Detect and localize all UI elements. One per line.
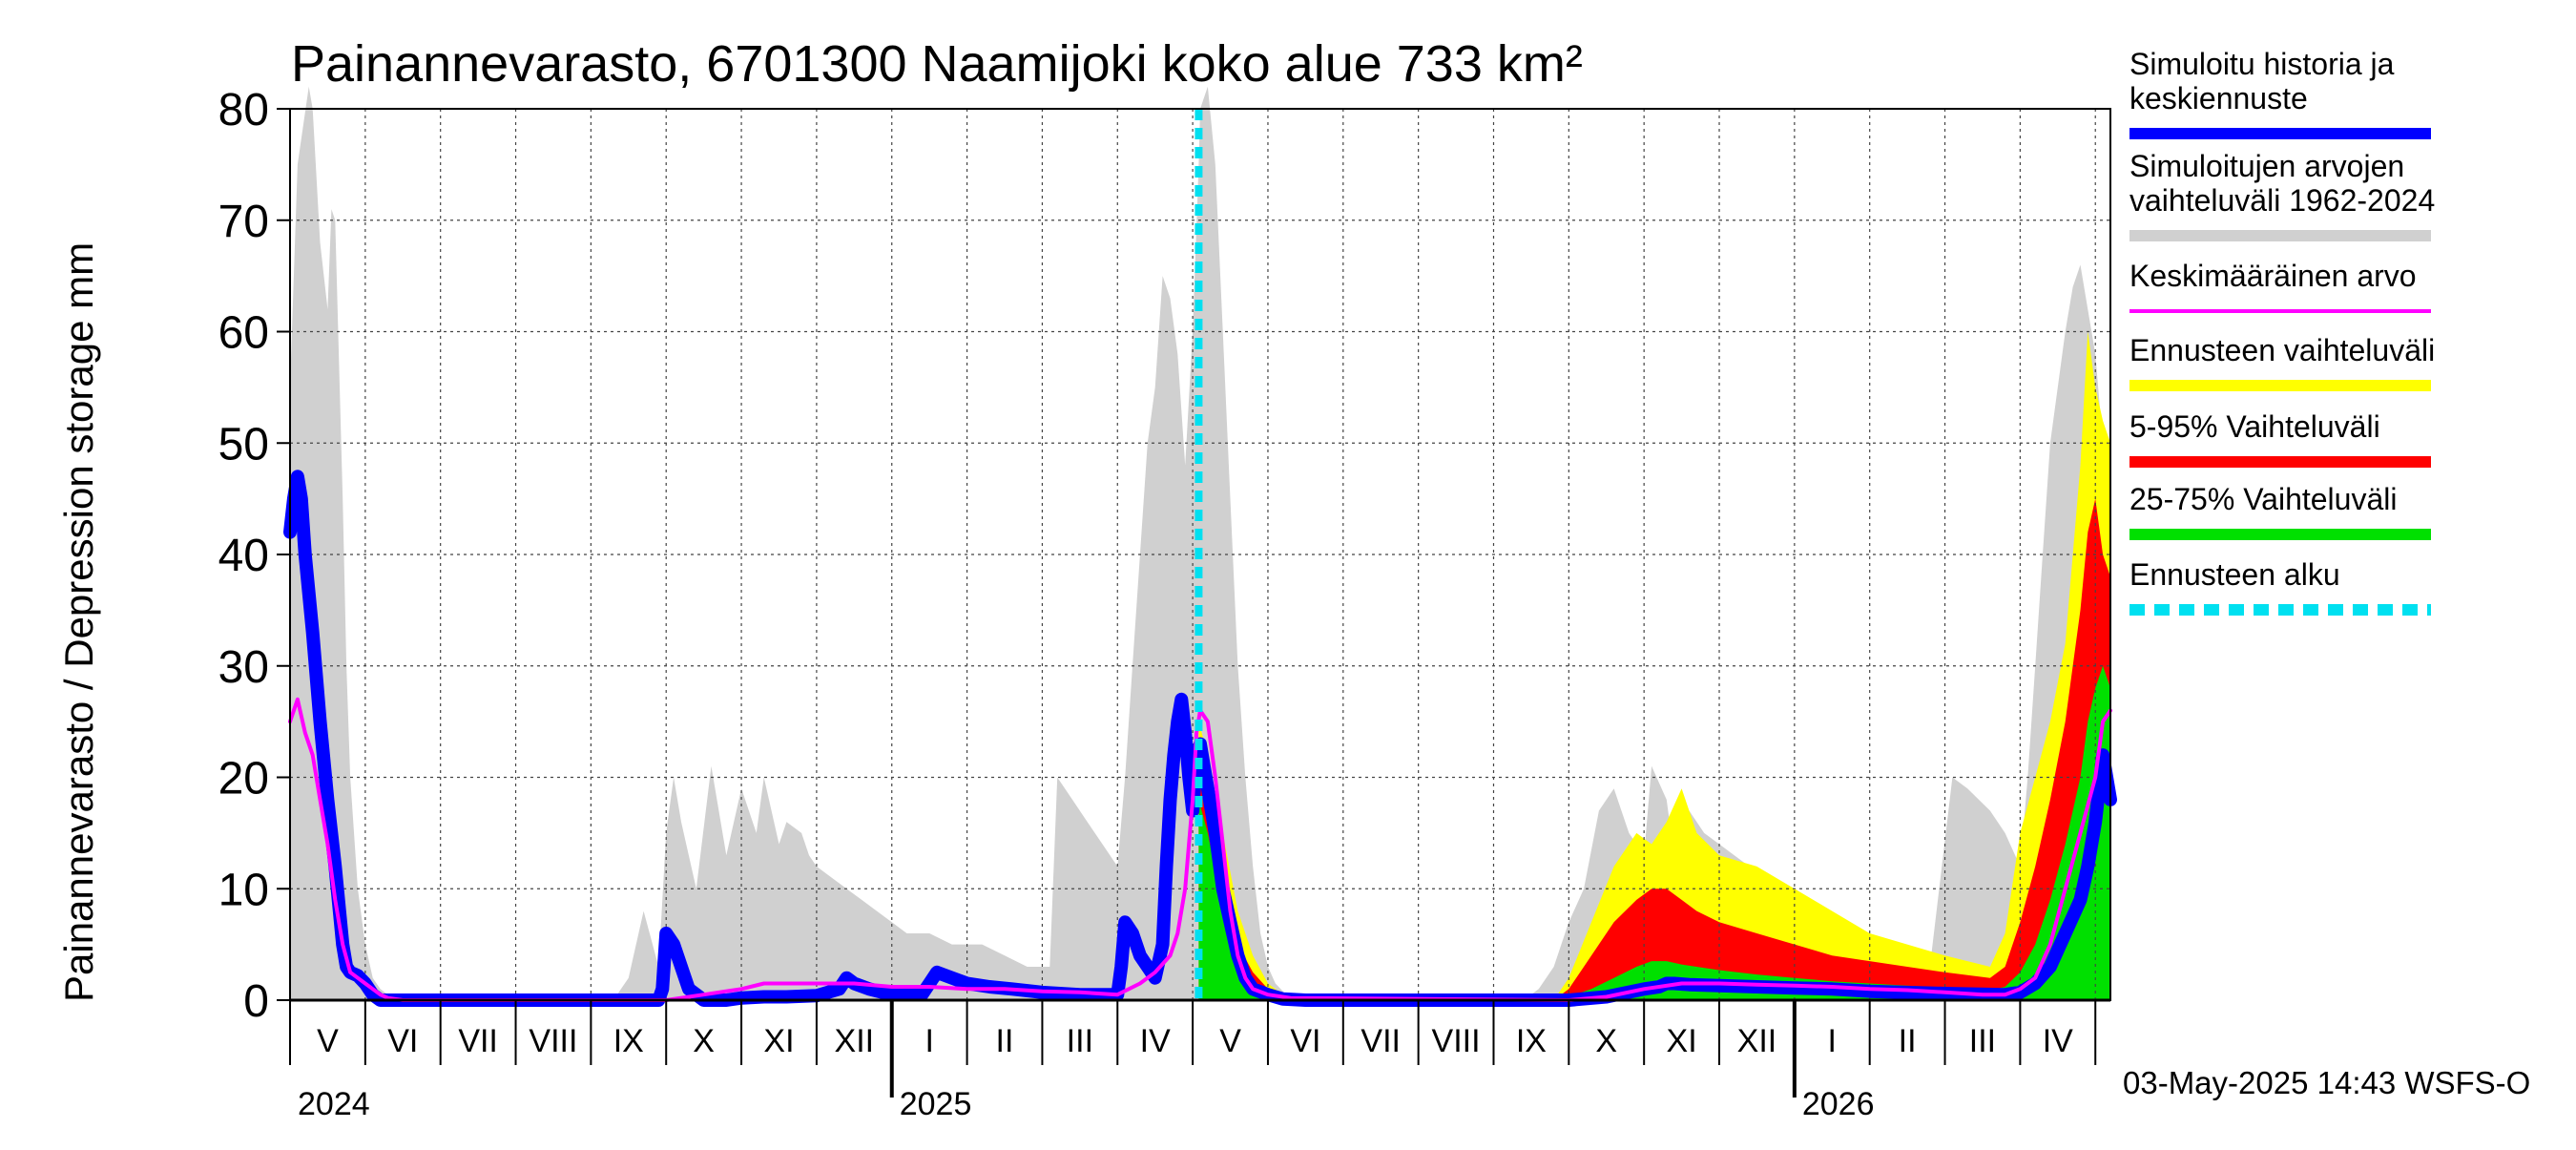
chart-title: Painannevarasto, 6701300 Naamijoki koko … [291,35,1583,93]
series-line-keskima-a-ra-inen-arvo [288,697,2112,1002]
x-month-label: VII [1361,1023,1401,1059]
x-month-label: II [1899,1023,1917,1059]
x-month-label: XII [1737,1023,1777,1059]
x-month-label: II [996,1023,1014,1059]
y-tick-label: 10 [218,865,269,915]
legend-label-ennusteen-alku: Ennusteen alku [2129,557,2340,592]
legend-label-simuloitu-historia-ja-keskiennuste: Simuloitu historia ja [2129,47,2395,81]
y-axis-label: Painannevarasto / Depression storage mm [56,242,101,1002]
y-tick-label: 20 [218,754,269,805]
x-month-label: IX [1516,1023,1547,1059]
legend-label-simuloitu-historia-ja-keskiennuste: keskiennuste [2129,81,2308,115]
series-band-5-95-vaihteluva-li [1198,498,2110,1000]
x-month-label: VIII [529,1023,577,1059]
x-month-label: I [1828,1023,1837,1059]
x-month-label: III [1969,1023,1996,1059]
x-month-label: VI [387,1023,418,1059]
x-month-label: XI [763,1023,794,1059]
y-tick-label: 0 [243,976,269,1027]
y-tick-label: 70 [218,197,269,247]
x-month-label: V [1219,1023,1241,1059]
timestamp-label: 03-May-2025 14:43 WSFS-O [2123,1065,2530,1100]
x-month-label: IX [613,1023,644,1059]
x-year-label: 2026 [1802,1086,1875,1122]
y-tick-label: 60 [218,308,269,359]
legend-label-simuloitujen-arvojen-vaihteluva-li-1962-2024: Simuloitujen arvojen [2129,149,2404,183]
x-month-label: VI [1290,1023,1320,1059]
x-month-label: VIII [1432,1023,1481,1059]
x-year-label: 2024 [298,1086,370,1122]
x-month-label: XI [1667,1023,1697,1059]
legend-label-ennusteen-vaihteluva-li: Ennusteen vaihteluväli [2129,333,2435,367]
y-tick-label: 40 [218,531,269,581]
x-month-label: IV [1140,1023,1171,1059]
x-month-label: X [1595,1023,1617,1059]
series-band-simuloitujen-arvojen-vaihteluva-li-1962-2024 [290,86,2110,1000]
legend-label-25-75-vaihteluva-li: 25-75% Vaihteluväli [2129,482,2397,516]
x-month-label: VII [458,1023,498,1059]
y-tick-label: 80 [218,85,269,136]
legend-label-keskima-a-ra-inen-arvo: Keskimääräinen arvo [2129,259,2417,293]
x-month-label: IV [2043,1023,2073,1059]
legend-label-5-95-vaihteluva-li: 5-95% Vaihteluväli [2129,409,2380,444]
y-tick-label: 50 [218,419,269,470]
x-month-label: X [693,1023,715,1059]
band-layer [290,86,2110,1000]
legend-label-simuloitujen-arvojen-vaihteluva-li-1962-2024: vaihteluväli 1962-2024 [2129,183,2435,218]
x-month-label: I [924,1023,933,1059]
x-year-label: 2025 [900,1086,972,1122]
x-month-label: XII [835,1023,875,1059]
x-month-label: III [1067,1023,1093,1059]
x-month-label: V [317,1023,339,1059]
y-tick-label: 30 [218,642,269,693]
